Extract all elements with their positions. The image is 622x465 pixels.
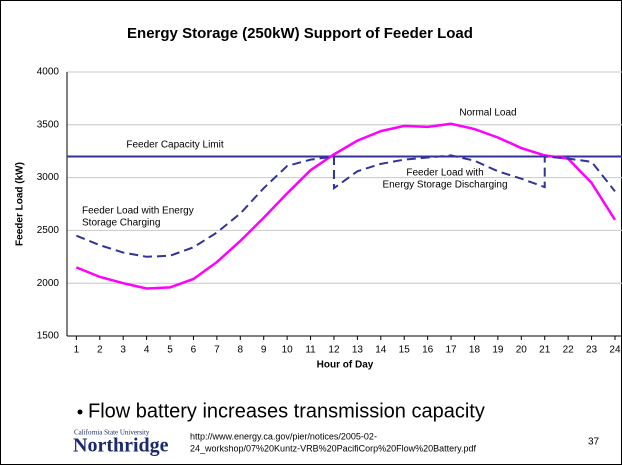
annotation: Feeder Load with Energy: [82, 206, 194, 217]
x-tick-label: 3: [120, 345, 126, 356]
url-line: 24_workshop/07%20Kuntz-VRB%20PacifiCorp%…: [190, 443, 476, 453]
bullet-text: Flow battery increases transmission capa…: [88, 400, 485, 422]
x-tick-label: 24: [609, 345, 621, 356]
x-tick-label: 8: [238, 345, 244, 356]
x-tick-label: 11: [305, 345, 316, 356]
y-tick-label: 4000: [37, 67, 60, 78]
y-tick-label: 1500: [37, 331, 60, 342]
annotation: Storage Charging: [82, 218, 160, 229]
y-tick-label: 3000: [37, 172, 60, 183]
page-number: 37: [588, 437, 600, 448]
x-tick-label: 7: [214, 345, 220, 356]
x-tick-label: 1: [74, 345, 80, 356]
x-tick-label: 10: [282, 345, 294, 356]
annotation: Feeder Load with: [406, 168, 483, 179]
bullet-dot: [77, 409, 83, 415]
x-tick-label: 2: [97, 345, 103, 356]
x-tick-label: 22: [563, 345, 575, 356]
chart-title: Energy Storage (250kW) Support of Feeder…: [127, 25, 473, 42]
annotation: Feeder Capacity Limit: [126, 140, 223, 151]
x-tick-label: 13: [352, 345, 364, 356]
x-tick-label: 20: [516, 345, 528, 356]
annotation: Energy Storage Discharging: [382, 180, 507, 191]
series-line: [75, 122, 617, 290]
y-axis-label: Feeder Load (kW): [15, 162, 26, 246]
x-tick-label: 17: [445, 345, 457, 356]
x-tick-label: 5: [167, 345, 173, 356]
x-tick-label: 4: [144, 345, 150, 356]
x-tick-label: 19: [492, 345, 504, 356]
y-tick-label: 2500: [37, 225, 60, 236]
x-tick-label: 18: [469, 345, 481, 356]
x-tick-label: 15: [399, 345, 411, 356]
annotation: Normal Load: [459, 108, 516, 119]
x-tick-label: 12: [328, 345, 340, 356]
x-tick-label: 6: [191, 345, 197, 356]
y-tick-label: 2000: [37, 278, 60, 289]
x-tick-label: 21: [539, 345, 551, 356]
x-tick-label: 9: [261, 345, 267, 356]
url-line: http://www.energy.ca.gov/pier/notices/20…: [190, 431, 377, 441]
x-tick-label: 23: [586, 345, 598, 356]
y-tick-label: 3500: [37, 119, 60, 130]
university-top: California State University: [74, 429, 150, 437]
series-line: [75, 154, 616, 258]
university-name: Northridge: [73, 435, 169, 457]
x-tick-label: 16: [422, 345, 434, 356]
x-axis-label: Hour of Day: [317, 360, 374, 371]
x-tick-label: 14: [375, 345, 387, 356]
